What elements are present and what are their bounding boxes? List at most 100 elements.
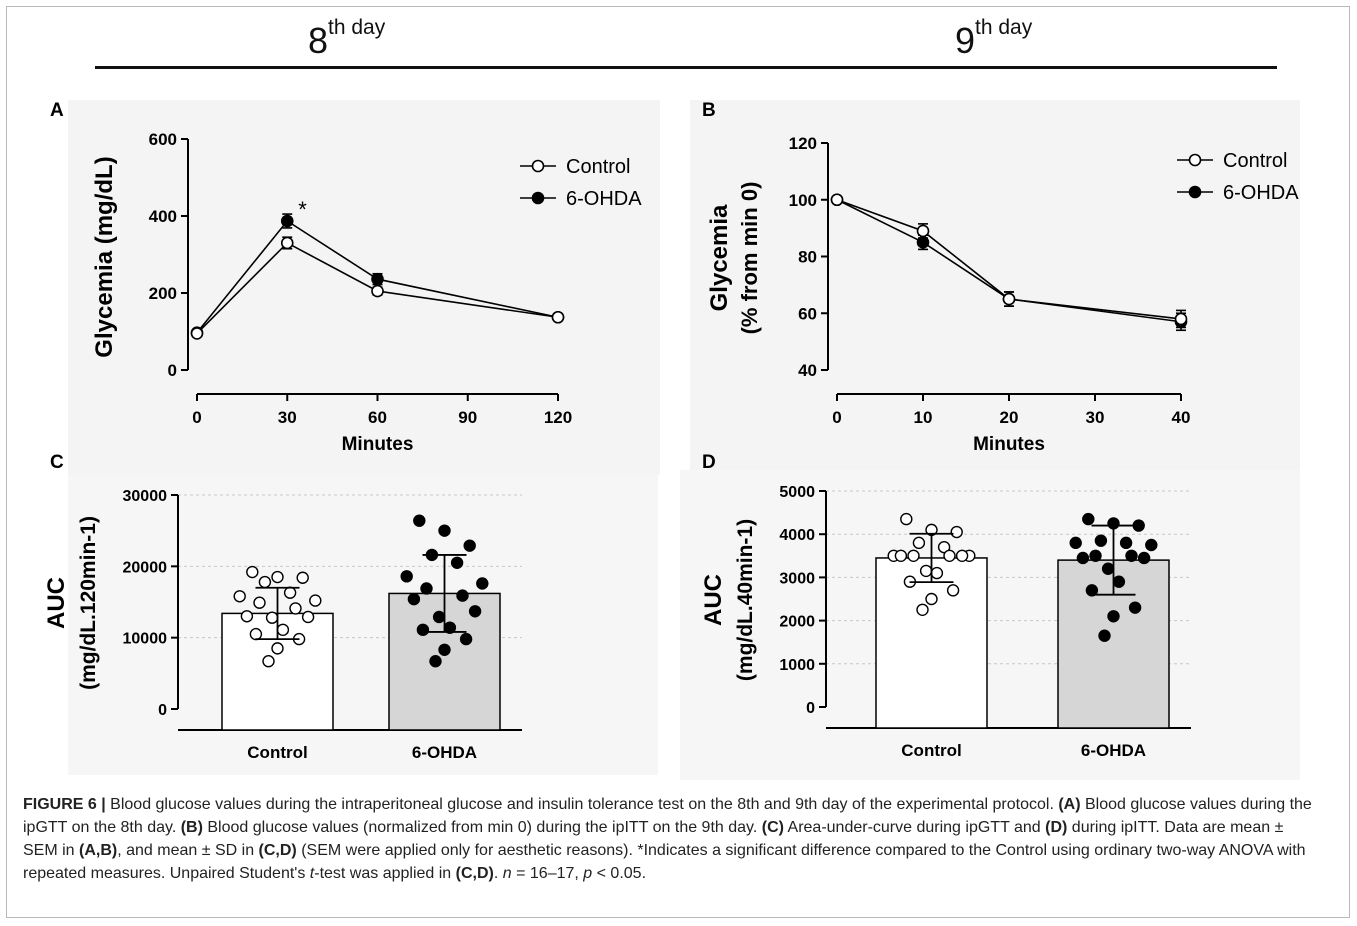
panel-d-x-tick-label: 6-OHDA <box>1081 741 1146 760</box>
panel-d-dot-control <box>950 525 963 539</box>
panel-a-series-line-control <box>196 241 559 334</box>
panel-d-dot-6ohda <box>1082 512 1095 526</box>
caption-text-9: . <box>493 865 503 882</box>
caption-text-5: during ipITT. Data are mean ± SEM in <box>23 819 1284 859</box>
panel-d-dot-6ohda <box>1098 629 1111 642</box>
panel-a-x-tick-label: 90 <box>458 408 477 427</box>
figure-frame <box>6 6 1350 918</box>
panel-d-dot-6ohda <box>1107 610 1120 623</box>
panel-d-y-tick-label: 3000 <box>779 570 815 587</box>
panel-c-dot-6ohda <box>463 539 476 552</box>
panel-c-dot-6ohda <box>416 623 430 637</box>
panel-a-y-tick-label: 600 <box>149 130 177 149</box>
panel-b-y-tick-label: 40 <box>798 361 817 380</box>
panel-c-y-tick-label: 0 <box>158 702 167 719</box>
panel-b-series-line-control <box>836 198 1182 320</box>
panel-c-x-tick-label: 6-OHDA <box>412 743 477 762</box>
figure-caption: FIGURE 6 | Blood glucose values during t… <box>23 793 1319 885</box>
panel-c-dot-control <box>296 571 309 584</box>
panel-c-dot-6ohda <box>468 605 482 618</box>
panel-d-dot-control <box>900 512 913 526</box>
panel-d-dot-6ohda <box>1085 584 1099 597</box>
panel-d-dot-6ohda <box>1128 601 1142 614</box>
panel-a-legend-label-control: Control <box>566 156 630 178</box>
panel-c-dot-6ohda <box>400 570 413 583</box>
heading-8th-day: 8th day <box>308 16 386 61</box>
caption-ref-b: (B) <box>180 819 203 836</box>
panel-b-point-control <box>1174 312 1188 326</box>
panel-d-dot-control <box>894 549 908 562</box>
panel-b-x-axis-title: Minutes <box>973 434 1045 455</box>
panel-c-dot-control <box>276 623 290 637</box>
caption-n-italic: n <box>502 865 512 882</box>
panel-c-dot-control <box>249 627 263 641</box>
panel-d-y-axis-title-line2: (mg/dL.40min-1) <box>734 519 757 681</box>
caption-t-italic: t <box>309 865 315 882</box>
panel-d-dot-control <box>925 592 938 606</box>
panel-b-x-tick-label: 40 <box>1172 408 1191 427</box>
panel-d-y-tick-label: 5000 <box>779 484 815 501</box>
panel-c-dot-control <box>283 586 297 599</box>
panel-c-background <box>68 475 658 775</box>
panel-c-y-axis-title-line2: (mg/dL.120min-1) <box>77 516 100 690</box>
caption-ref-c: (C) <box>761 819 784 836</box>
panel-c-dot-control <box>246 565 259 579</box>
caption-text-11: < 0.05. <box>592 865 647 882</box>
panel-c-dot-control <box>262 655 275 668</box>
panel-b-background <box>690 100 1300 470</box>
panel-b-legend-marker-6ohda <box>1188 185 1202 199</box>
panel-b-point-control <box>1002 292 1016 306</box>
panel-d-background <box>680 470 1300 780</box>
panel-a-legend-label-6ohda: 6-OHDA <box>566 188 642 210</box>
panel-d-dot-control <box>916 603 929 616</box>
panel-a-y-tick-label: 200 <box>149 284 177 303</box>
panel-d-dot-6ohda <box>1089 549 1102 562</box>
panel-d-y-axis-title-line1: AUC <box>700 574 727 626</box>
panel-a-x-tick-label: 120 <box>544 408 572 427</box>
panel-d-dot-6ohda <box>1125 549 1138 562</box>
panel-c-dot-6ohda <box>413 514 426 527</box>
panel-d-dot-6ohda <box>1069 536 1082 550</box>
panel-b-y-tick-label: 80 <box>798 248 817 267</box>
panel-c-dot-control <box>233 590 246 603</box>
panel-d-dot-6ohda <box>1101 562 1115 575</box>
panel-c-dot-6ohda <box>459 632 473 646</box>
panel-c-dot-6ohda <box>429 655 442 668</box>
heading-9th-day: 9th day <box>955 16 1033 61</box>
panel-a-y-axis-title: Glycemia (mg/dL) <box>91 156 118 357</box>
panel-a-legend-marker-control <box>531 159 545 173</box>
panel-b-y-tick-label: 60 <box>798 304 817 323</box>
panel-c-dot-6ohda <box>420 582 433 595</box>
panel-c-dot-control <box>271 642 284 655</box>
caption-ref-ab: (A,B) <box>79 842 118 859</box>
panel-c-dot-6ohda <box>407 592 421 606</box>
panel-c-dot-control <box>258 575 272 589</box>
panel-letter-b: B <box>702 100 716 121</box>
panel-b-x-tick-label: 30 <box>1086 408 1105 427</box>
caption-text-3: Blood glucose values (normalized from mi… <box>202 819 762 836</box>
panel-c-y-tick-label: 10000 <box>123 631 168 648</box>
panel-a-x-tick-label: 0 <box>192 408 201 427</box>
panel-a-significance-asterisk: * <box>298 197 307 222</box>
panel-c-dot-6ohda <box>438 643 451 656</box>
panel-letter-d: D <box>702 452 716 473</box>
panel-a-background <box>68 100 660 475</box>
panel-a-y-tick-label: 0 <box>168 361 177 380</box>
panel-d-dot-control <box>919 564 933 578</box>
panel-d-dot-6ohda <box>1145 538 1158 552</box>
panel-b-point-control <box>916 224 930 238</box>
panel-b-y-axis-title-line2: (% from min 0) <box>737 182 762 335</box>
panel-b-y-axis-title-line1: Glycemia <box>706 204 733 311</box>
caption-ref-cd-2: (C,D) <box>455 865 494 882</box>
panel-b-y-tick-label: 100 <box>789 191 817 210</box>
panel-b-point-control <box>830 193 844 207</box>
panel-c-dot-6ohda <box>432 610 446 624</box>
panel-c-y-tick-label: 20000 <box>123 559 168 576</box>
panel-d-y-tick-label: 2000 <box>779 614 815 631</box>
panel-c-dot-control <box>265 611 279 624</box>
panel-d-dot-6ohda <box>1119 536 1133 550</box>
panel-d-dot-6ohda <box>1137 551 1151 565</box>
panel-c-dot-6ohda <box>450 556 464 569</box>
panel-letter-a: A <box>50 100 64 121</box>
